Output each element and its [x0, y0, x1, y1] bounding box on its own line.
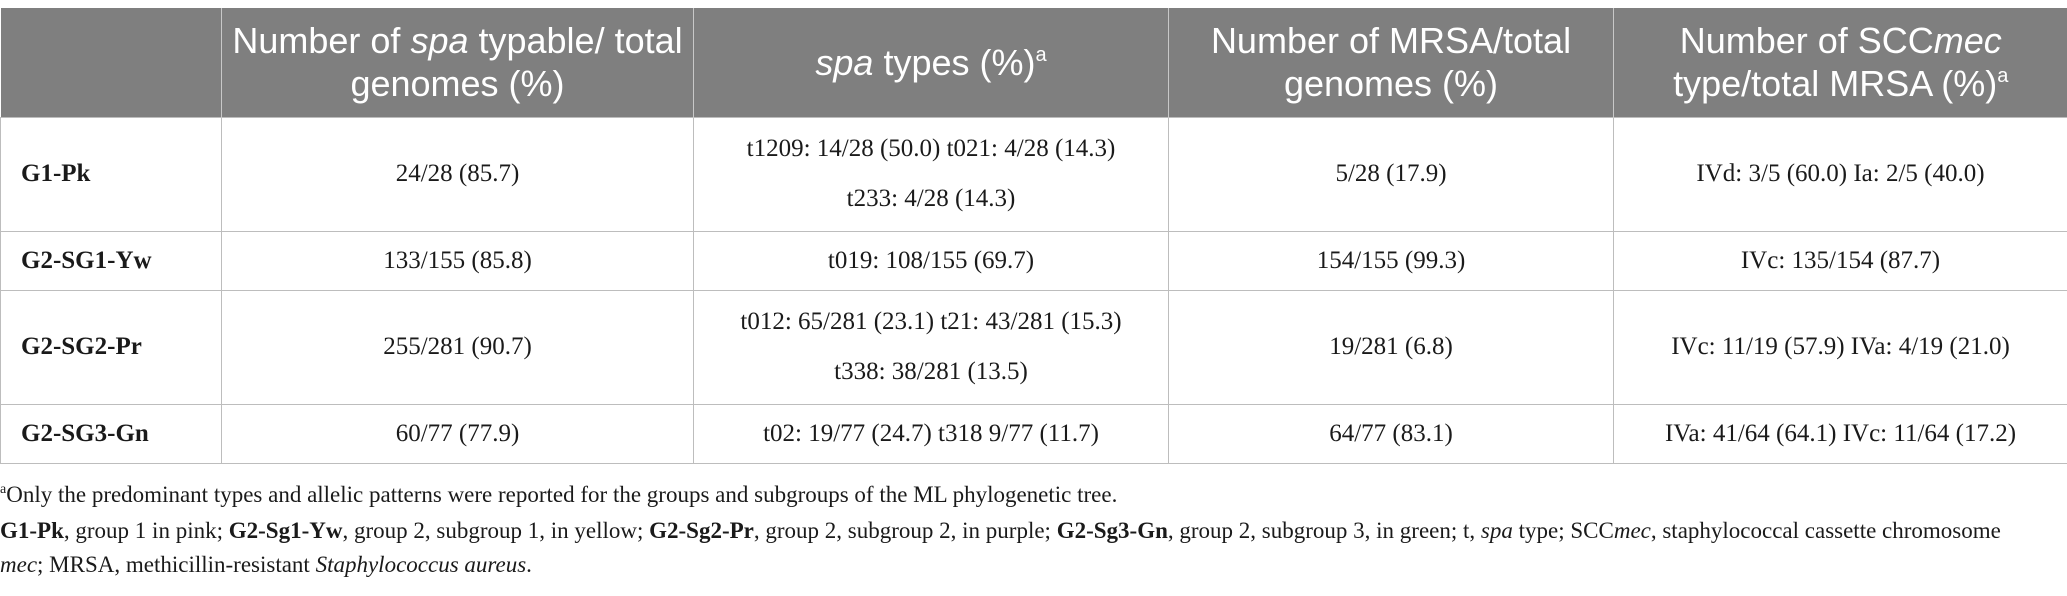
footnotes: aOnly the predominant types and allelic … [0, 478, 2060, 582]
group-cell: G1-Pk [0, 116, 222, 232]
header-mrsa: Number of MRSA/total genomes (%) [1168, 8, 1614, 117]
sccmec-cell: IVd: 3/5 (60.0) Ia: 2/5 (40.0) [1613, 116, 2067, 232]
spa-types-cell: t02: 19/77 (24.7) t318 9/77 (11.7) [693, 403, 1169, 464]
mrsa-cell: 19/281 (6.8) [1168, 289, 1614, 405]
spa-types-cell: t1209: 14/28 (50.0) t021: 4/28 (14.3) t23… [693, 116, 1169, 232]
mrsa-cell: 64/77 (83.1) [1168, 403, 1614, 464]
table-row: G2-SG1-Yw 133/155 (85.8) t019: 108/155 (… [0, 230, 2067, 291]
spa-typable-cell: 255/281 (90.7) [221, 289, 694, 405]
header-group [0, 8, 222, 117]
header-spa-types: spa types (%)a [693, 8, 1169, 117]
sccmec-cell: IVc: 135/154 (87.7) [1613, 230, 2067, 291]
footnote-a: aOnly the predominant types and allelic … [0, 482, 1118, 507]
spa-typable-cell: 60/77 (77.9) [221, 403, 694, 464]
table-row: G1-Pk 24/28 (85.7) t1209: 14/28 (50.0) t… [0, 116, 2067, 232]
table-row: G2-SG3-Gn 60/77 (77.9) t02: 19/77 (24.7)… [0, 403, 2067, 464]
spa-typable-cell: 133/155 (85.8) [221, 230, 694, 291]
data-table: Number of spa typable/ total genomes (%)… [0, 8, 2067, 464]
sccmec-cell: IVa: 41/64 (64.1) IVc: 11/64 (17.2) [1613, 403, 2067, 464]
group-cell: G2-SG1-Yw [0, 230, 222, 291]
mrsa-cell: 154/155 (99.3) [1168, 230, 1614, 291]
spa-types-cell: t012: 65/281 (23.1) t21: 43/281 (15.3) t3… [693, 289, 1169, 405]
header-spa-typable: Number of spa typable/ total genomes (%) [221, 8, 694, 117]
footnote-abbreviations: G1-Pk, group 1 in pink; G2-Sg1-Yw, group… [0, 518, 2001, 577]
table-row: G2-SG2-Pr 255/281 (90.7) t012: 65/281 (2… [0, 289, 2067, 405]
mrsa-cell: 5/28 (17.9) [1168, 116, 1614, 232]
group-cell: G2-SG2-Pr [0, 289, 222, 405]
spa-typable-cell: 24/28 (85.7) [221, 116, 694, 232]
header-sccmec: Number of SCCmec type/total MRSA (%)a [1613, 8, 2067, 117]
spa-types-cell: t019: 108/155 (69.7) [693, 230, 1169, 291]
sccmec-cell: IVc: 11/19 (57.9) IVa: 4/19 (21.0) [1613, 289, 2067, 405]
group-cell: G2-SG3-Gn [0, 403, 222, 464]
header-row: Number of spa typable/ total genomes (%)… [0, 8, 2067, 117]
